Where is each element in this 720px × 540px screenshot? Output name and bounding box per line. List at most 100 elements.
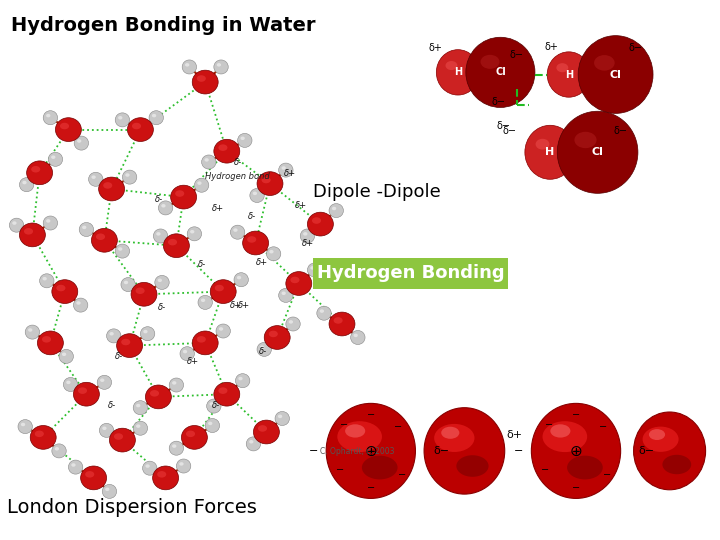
Ellipse shape bbox=[466, 37, 535, 107]
Ellipse shape bbox=[161, 204, 166, 207]
Ellipse shape bbox=[237, 276, 241, 279]
Text: −: − bbox=[513, 446, 523, 456]
Ellipse shape bbox=[19, 178, 34, 192]
Text: −: − bbox=[366, 410, 375, 420]
Ellipse shape bbox=[31, 166, 40, 172]
Ellipse shape bbox=[310, 266, 315, 269]
Text: δ+: δ+ bbox=[428, 43, 443, 53]
Ellipse shape bbox=[109, 332, 114, 335]
Text: H: H bbox=[564, 70, 573, 79]
Text: δ-: δ- bbox=[198, 260, 206, 269]
Ellipse shape bbox=[27, 161, 53, 185]
Ellipse shape bbox=[257, 342, 271, 356]
Ellipse shape bbox=[46, 219, 50, 222]
Ellipse shape bbox=[197, 336, 206, 342]
Ellipse shape bbox=[286, 272, 312, 295]
Ellipse shape bbox=[28, 328, 32, 332]
Ellipse shape bbox=[125, 173, 130, 177]
Ellipse shape bbox=[52, 444, 66, 458]
Ellipse shape bbox=[122, 170, 137, 184]
Text: δ-: δ- bbox=[248, 212, 256, 221]
Ellipse shape bbox=[424, 408, 505, 494]
Ellipse shape bbox=[117, 334, 143, 357]
Ellipse shape bbox=[158, 279, 162, 282]
Ellipse shape bbox=[286, 317, 300, 331]
Text: −: − bbox=[545, 420, 553, 430]
Ellipse shape bbox=[266, 247, 281, 261]
Ellipse shape bbox=[329, 312, 355, 336]
Ellipse shape bbox=[354, 334, 358, 337]
Ellipse shape bbox=[103, 182, 112, 188]
Ellipse shape bbox=[238, 377, 243, 380]
Text: δ−: δ− bbox=[502, 126, 516, 136]
Ellipse shape bbox=[153, 466, 179, 490]
Text: C. Ophardt, c. 2003: C. Ophardt, c. 2003 bbox=[320, 447, 395, 456]
Ellipse shape bbox=[180, 347, 194, 361]
Text: −: − bbox=[366, 483, 375, 493]
Ellipse shape bbox=[261, 177, 271, 183]
Ellipse shape bbox=[550, 424, 570, 437]
Ellipse shape bbox=[278, 415, 282, 418]
Text: δ-: δ- bbox=[234, 158, 242, 167]
Text: δ-: δ- bbox=[155, 195, 163, 205]
Ellipse shape bbox=[317, 306, 331, 320]
Ellipse shape bbox=[121, 278, 135, 292]
Ellipse shape bbox=[269, 250, 274, 253]
Ellipse shape bbox=[182, 60, 197, 74]
Ellipse shape bbox=[525, 125, 575, 179]
Ellipse shape bbox=[345, 424, 365, 437]
Text: Hydrogen bond: Hydrogen bond bbox=[205, 172, 270, 181]
Ellipse shape bbox=[634, 412, 706, 490]
Ellipse shape bbox=[230, 225, 245, 239]
Ellipse shape bbox=[43, 216, 58, 230]
Ellipse shape bbox=[337, 421, 382, 452]
Ellipse shape bbox=[68, 460, 83, 474]
Ellipse shape bbox=[214, 139, 240, 163]
Text: −: − bbox=[541, 465, 549, 475]
Ellipse shape bbox=[282, 292, 286, 295]
Text: δ-: δ- bbox=[212, 401, 220, 410]
Ellipse shape bbox=[240, 137, 245, 140]
Ellipse shape bbox=[71, 463, 76, 467]
FancyBboxPatch shape bbox=[313, 258, 508, 289]
Text: δ+: δ+ bbox=[238, 301, 250, 310]
Ellipse shape bbox=[153, 229, 168, 243]
Text: δ+: δ+ bbox=[302, 239, 315, 248]
Ellipse shape bbox=[649, 429, 665, 440]
Ellipse shape bbox=[202, 155, 216, 169]
Ellipse shape bbox=[22, 181, 27, 184]
Ellipse shape bbox=[434, 424, 474, 452]
Ellipse shape bbox=[282, 166, 286, 170]
Ellipse shape bbox=[446, 61, 457, 70]
Ellipse shape bbox=[133, 421, 148, 435]
Ellipse shape bbox=[210, 402, 214, 406]
Ellipse shape bbox=[105, 488, 109, 491]
Ellipse shape bbox=[643, 427, 679, 452]
Ellipse shape bbox=[132, 123, 141, 129]
Ellipse shape bbox=[307, 263, 322, 277]
Ellipse shape bbox=[66, 381, 71, 384]
Ellipse shape bbox=[480, 55, 500, 69]
Ellipse shape bbox=[35, 430, 44, 437]
Ellipse shape bbox=[21, 423, 25, 426]
Ellipse shape bbox=[233, 228, 238, 232]
Text: δ+: δ+ bbox=[507, 430, 523, 440]
Ellipse shape bbox=[257, 172, 283, 195]
Text: Cl: Cl bbox=[610, 70, 621, 79]
Ellipse shape bbox=[96, 233, 105, 240]
Ellipse shape bbox=[557, 63, 568, 72]
Text: δ−: δ− bbox=[510, 50, 524, 60]
Ellipse shape bbox=[238, 133, 252, 147]
Ellipse shape bbox=[329, 204, 343, 218]
Ellipse shape bbox=[172, 381, 176, 384]
Ellipse shape bbox=[42, 336, 51, 342]
Ellipse shape bbox=[136, 424, 140, 428]
Ellipse shape bbox=[197, 75, 206, 82]
Ellipse shape bbox=[102, 427, 107, 430]
Ellipse shape bbox=[218, 387, 228, 394]
Ellipse shape bbox=[205, 418, 220, 433]
Ellipse shape bbox=[145, 385, 171, 409]
Text: Hydrogen Bonding: Hydrogen Bonding bbox=[317, 264, 504, 282]
Ellipse shape bbox=[536, 139, 549, 150]
Ellipse shape bbox=[145, 464, 150, 468]
